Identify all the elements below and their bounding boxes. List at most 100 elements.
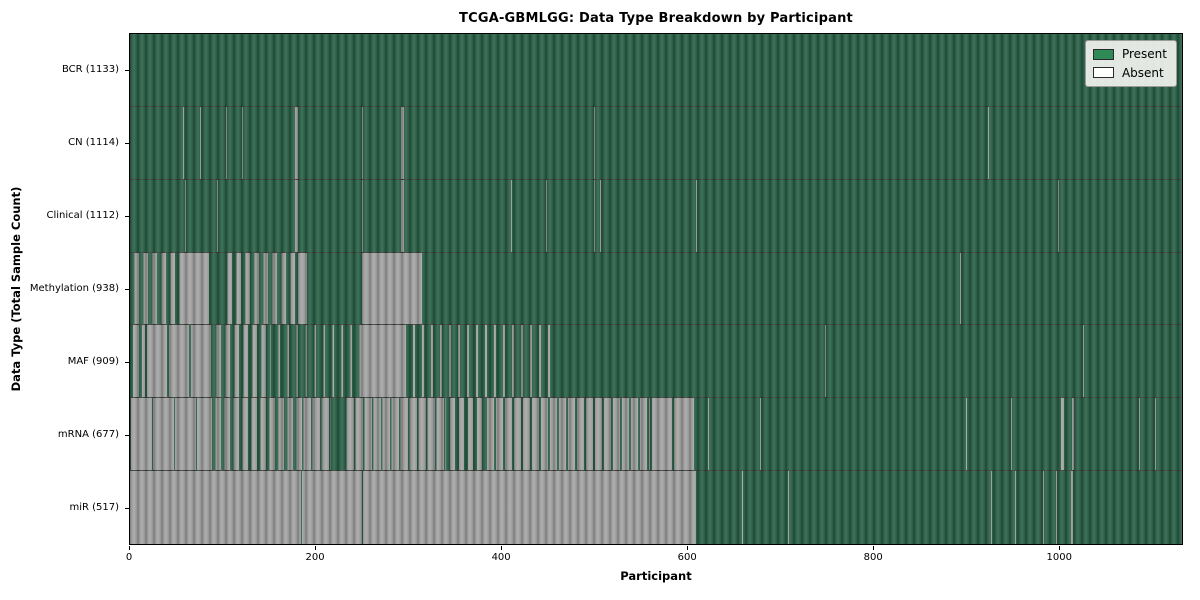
plot-area: Present Absent [129, 33, 1183, 545]
row-clinical [130, 179, 1182, 253]
segment-present [403, 106, 595, 179]
segment-absent [242, 106, 244, 179]
segment-absent [184, 179, 186, 252]
segment-absent [1070, 471, 1074, 544]
segment-absent [594, 106, 596, 179]
segment-present [1056, 471, 1071, 544]
segment-absent [182, 106, 184, 179]
segment-present [1083, 325, 1098, 398]
segment-mixed [271, 325, 362, 398]
segment-present [552, 325, 826, 398]
row-mrna [130, 398, 1182, 472]
segment-absent [401, 106, 404, 179]
segment-present [916, 325, 1083, 398]
segment-present [826, 325, 916, 398]
row-cn [130, 106, 1182, 180]
segment-present [363, 179, 402, 252]
y-tick-label-bcr: BCR (1133) [61, 64, 119, 75]
segment-mixed [405, 325, 553, 398]
segment-mixed [130, 252, 183, 325]
segment-present [709, 398, 761, 471]
segment-absent [1057, 179, 1059, 252]
segment-absent [915, 325, 917, 398]
segment-present [298, 179, 363, 252]
segment-present [966, 398, 1012, 471]
segment-present [363, 106, 402, 179]
segment-present [185, 179, 218, 252]
segment-present [243, 106, 296, 179]
x-tick-mark [687, 546, 689, 550]
segment-absent [1055, 471, 1057, 544]
x-axis-ticks: 0 200 400 600 800 1000 [126, 545, 1183, 569]
segment-absent [990, 471, 992, 544]
row-mir [130, 471, 1182, 544]
segment-absent [987, 106, 989, 179]
segment-mixed [130, 325, 145, 398]
segment-mixed [301, 398, 331, 471]
segment-absent [708, 398, 710, 471]
y-tick-mark [125, 70, 129, 71]
segment-present [1015, 471, 1043, 544]
segment-absent [960, 252, 961, 325]
legend-item-present: Present [1092, 45, 1167, 64]
segment-absent [362, 179, 364, 252]
y-tick-label-mrna: mRNA (677) [57, 429, 119, 440]
segment-present [1098, 325, 1182, 398]
row-methylation [130, 252, 1182, 326]
y-tick-mark [125, 435, 129, 436]
row-maf [130, 325, 1182, 399]
segment-absent [1097, 325, 1099, 398]
segment-present [300, 471, 302, 544]
segment-present [1064, 398, 1073, 471]
y-tick-mark [125, 143, 129, 144]
segment-absent [182, 252, 209, 325]
segment-present [988, 106, 1182, 179]
segment-present [1058, 179, 1182, 252]
x-tick-mark [129, 546, 130, 550]
segment-mixed [484, 398, 650, 471]
segment-absent [696, 179, 698, 252]
segment-present [330, 398, 346, 471]
segment-absent [362, 252, 422, 325]
segment-present [742, 471, 789, 544]
x-tick-mark [1059, 546, 1061, 550]
legend-label-absent: Absent [1121, 65, 1164, 80]
segment-present [226, 106, 243, 179]
segment-absent [594, 179, 596, 252]
x-tick-mark [873, 546, 875, 550]
segment-absent [363, 471, 697, 544]
y-axis-ticks: BCR (1133) CN (1114) Clinical (1112) Methyl… [0, 33, 129, 545]
segment-present [697, 179, 1058, 252]
segment-mixed [649, 398, 696, 471]
segment-present [307, 252, 363, 325]
segment-present [362, 471, 364, 544]
segment-absent [1014, 471, 1016, 544]
segment-present [130, 34, 1182, 106]
segment-present [1074, 398, 1140, 471]
segment-absent [217, 179, 219, 252]
segment-mixed [211, 325, 272, 398]
x-tick-mark [315, 546, 317, 550]
segment-mixed [445, 398, 485, 471]
segment-present [130, 106, 183, 179]
segment-absent [1082, 325, 1084, 398]
x-tick-mark [501, 546, 503, 550]
segment-absent [788, 471, 790, 544]
y-tick-label-cn: CN (1114) [68, 137, 119, 148]
segment-present [600, 179, 697, 252]
segment-present [1012, 398, 1062, 471]
segment-absent [362, 106, 364, 179]
segment-present [546, 179, 595, 252]
legend: Present Absent [1084, 40, 1177, 88]
segment-absent [298, 252, 308, 325]
segment-absent [225, 106, 227, 179]
segment-absent [1061, 398, 1065, 471]
segment-mixed [130, 398, 212, 471]
y-tick-label-clinical: Clinical (1112) [46, 210, 120, 221]
segment-present [1043, 471, 1056, 544]
segment-present [130, 179, 185, 252]
present-swatch [1092, 48, 1114, 60]
segment-absent [1139, 398, 1141, 471]
segment-present [991, 471, 1015, 544]
